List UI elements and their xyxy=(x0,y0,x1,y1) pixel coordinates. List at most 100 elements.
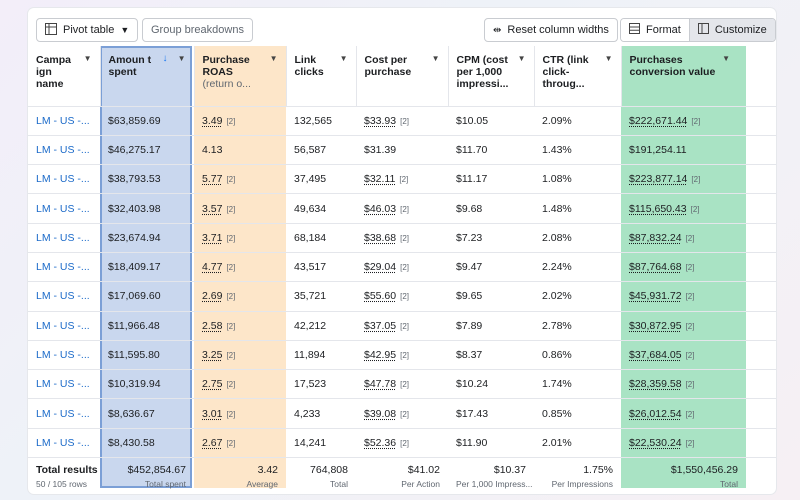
campaign-name-link[interactable]: LM - US -... xyxy=(28,223,100,253)
table-row[interactable]: LM - US -... $46,275.17 4.13 56,587 $31.39 $1… xyxy=(28,135,776,166)
attribution-badge[interactable]: [2] xyxy=(226,263,236,273)
attribution-badge[interactable]: [2] xyxy=(226,204,236,214)
purchase-roas-cell: 2.69 [2] xyxy=(194,281,286,312)
group-breakdowns-button[interactable]: Group breakdowns xyxy=(142,18,253,42)
customize-button[interactable]: Customize xyxy=(688,19,775,41)
attribution-badge[interactable]: [2] xyxy=(691,175,701,185)
campaign-name-link-value: LM - US -... xyxy=(36,114,90,127)
column-menu-caret-icon[interactable]: ▼ xyxy=(339,54,348,63)
column-header-cpm[interactable]: CPM (cost per 1,000 impressi... ▼ xyxy=(448,46,535,107)
column-header-ctr[interactable]: CTR (link click-throug... ▼ xyxy=(534,46,622,107)
ctr-cell-value: 1.74% xyxy=(542,378,572,391)
reset-column-widths-label: Reset column widths xyxy=(507,24,609,36)
attribution-badge[interactable]: [2] xyxy=(400,438,410,448)
table-body: LM - US -... $63,859.69 3.49 [2] 132,565 $33.… xyxy=(28,106,776,459)
campaign-name-link[interactable]: LM - US -... xyxy=(28,340,100,371)
table-row[interactable]: LM - US -... $32,403.98 3.57 [2] 49,634 $46.0… xyxy=(28,193,776,224)
column-menu-caret-icon[interactable]: ▼ xyxy=(722,54,730,63)
column-menu-caret-icon[interactable]: ▼ xyxy=(83,54,92,63)
attribution-badge[interactable]: [2] xyxy=(400,204,410,214)
attribution-badge[interactable]: [2] xyxy=(400,351,410,361)
campaign-name-link-value: LM - US -... xyxy=(36,143,90,156)
attribution-badge[interactable]: [2] xyxy=(399,175,409,185)
campaign-name-link[interactable]: LM - US -... xyxy=(28,252,100,283)
table-row[interactable]: LM - US -... $10,319.94 2.75 [2] 17,523 $47.7… xyxy=(28,369,776,400)
table-row[interactable]: LM - US -... $17,069.60 2.69 [2] 35,721 $55.6… xyxy=(28,281,776,312)
pivot-table-dropdown[interactable]: Pivot table ▼ xyxy=(36,18,139,42)
attribution-badge[interactable]: [2] xyxy=(226,116,236,126)
attribution-badge[interactable]: [2] xyxy=(400,321,410,331)
cost-per-purchase-cell: $29.04 [2] xyxy=(356,252,448,283)
attribution-badge[interactable]: [2] xyxy=(685,438,695,448)
column-header-amount-spent[interactable]: Amoun t spent ↓ ▼ xyxy=(100,46,195,107)
campaign-name-link[interactable]: LM - US -... xyxy=(28,428,100,459)
table-row[interactable]: LM - US -... $8,636.67 3.01 [2] 4,233 $39.08[… xyxy=(28,398,776,429)
campaign-name-link[interactable]: LM - US -... xyxy=(28,106,100,136)
table-row[interactable]: LM - US -... $63,859.69 3.49 [2] 132,565 $33.… xyxy=(28,106,776,136)
ctr-cell-value: 1.08% xyxy=(542,173,572,186)
attribution-badge[interactable]: [2] xyxy=(400,233,410,243)
table-row[interactable]: LM - US -... $23,674.94 3.71 [2] 68,184 $38.6… xyxy=(28,223,776,253)
cost-per-purchase-cell-value: $46.03 xyxy=(364,202,397,215)
attribution-badge[interactable]: [2] xyxy=(685,292,695,302)
column-header-conversion-value[interactable]: Purchases conversion value ▼ xyxy=(621,46,776,107)
campaign-name-link[interactable]: LM - US -... xyxy=(28,398,100,429)
table-row[interactable]: LM - US -... $11,966.48 2.58 [2] 42,212 $37.0… xyxy=(28,311,776,341)
campaign-name-link[interactable]: LM - US -... xyxy=(28,281,100,312)
attribution-badge[interactable]: [2] xyxy=(400,380,410,390)
column-header-cost-per-purchase[interactable]: Cost per purchase ▼ xyxy=(356,46,449,107)
attribution-badge[interactable]: [2] xyxy=(685,409,695,419)
attribution-badge[interactable]: [2] xyxy=(400,409,410,419)
column-menu-caret-icon[interactable]: ▼ xyxy=(177,54,186,63)
total-purchase-roas: 3.42 Average xyxy=(246,464,278,490)
cost-per-purchase-cell: $47.78 [2] xyxy=(356,369,448,400)
attribution-badge[interactable]: [2] xyxy=(685,321,695,331)
attribution-badge[interactable]: [2] xyxy=(685,233,695,243)
campaign-name-link[interactable]: LM - US -... xyxy=(28,193,100,224)
column-menu-caret-icon[interactable]: ▼ xyxy=(517,54,526,63)
attribution-badge[interactable]: [2] xyxy=(400,116,410,126)
attribution-badge[interactable]: [2] xyxy=(685,263,695,273)
table-header-row: Campa ign name ▼ Amoun t spent ↓ ▼ Purchase… xyxy=(28,46,776,107)
table-row[interactable]: LM - US -... $38,793.53 5.77 [2] 37,495 $32.1… xyxy=(28,164,776,195)
attribution-badge[interactable]: [2] xyxy=(226,351,236,361)
attribution-badge[interactable]: [2] xyxy=(690,204,700,214)
total-amount-spent: $452,854.67 Total spent xyxy=(127,464,186,490)
attribution-badge[interactable]: [2] xyxy=(226,438,236,448)
attribution-badge[interactable]: [2] xyxy=(400,292,410,302)
attribution-badge[interactable]: [2] xyxy=(226,409,236,419)
format-icon xyxy=(629,23,640,37)
column-menu-caret-icon[interactable]: ▼ xyxy=(431,54,440,63)
attribution-badge[interactable]: [2] xyxy=(691,116,701,126)
attribution-badge[interactable]: [2] xyxy=(685,351,695,361)
amount-spent-cell: $8,636.67 xyxy=(100,398,194,429)
table-row[interactable]: LM - US -... $11,595.80 3.25 [2] 11,894 $42.9… xyxy=(28,340,776,371)
cost-per-purchase-cell: $55.60 [2] xyxy=(356,281,448,312)
format-button[interactable]: Format xyxy=(621,19,689,41)
attribution-badge[interactable]: [2] xyxy=(400,263,410,273)
campaign-name-link[interactable]: LM - US -... xyxy=(28,311,100,341)
campaign-name-link[interactable]: LM - US -... xyxy=(28,135,100,166)
column-menu-caret-icon[interactable]: ▼ xyxy=(604,54,613,63)
column-header-purchase-roas[interactable]: Purchase ROAS (return o... ▼ xyxy=(194,46,287,107)
attribution-badge[interactable]: [2] xyxy=(226,292,236,302)
sort-descending-icon[interactable]: ↓ xyxy=(162,53,168,64)
cost-per-purchase-cell: $32.11 [2] xyxy=(356,164,448,195)
cpm-cell-value: $8.37 xyxy=(456,349,483,362)
column-menu-caret-icon[interactable]: ▼ xyxy=(269,54,278,63)
attribution-badge[interactable]: [2] xyxy=(226,321,236,331)
campaign-name-link[interactable]: LM - US -... xyxy=(28,369,100,400)
attribution-badge[interactable]: [2] xyxy=(226,380,236,390)
table-row[interactable]: LM - US -... $8,430.58 2.67 [2] 14,241 $52.36… xyxy=(28,428,776,459)
attribution-badge[interactable]: [2] xyxy=(685,380,695,390)
column-header-campaign-name[interactable]: Campa ign name ▼ xyxy=(28,46,101,107)
total-link-clicks: 764,808 Total xyxy=(310,464,348,490)
amount-spent-cell-value: $8,636.67 xyxy=(108,407,155,420)
table-row[interactable]: LM - US -... $18,409.17 4.77 [2] 43,517 $29.0… xyxy=(28,252,776,283)
attribution-badge[interactable]: [2] xyxy=(226,233,236,243)
reset-column-widths-button[interactable]: ⇹ Reset column widths xyxy=(484,18,618,42)
link-clicks-cell: 17,523 xyxy=(286,369,356,400)
campaign-name-link[interactable]: LM - US -... xyxy=(28,164,100,195)
attribution-badge[interactable]: [2] xyxy=(226,175,236,185)
column-header-link-clicks[interactable]: Link clicks ▼ xyxy=(286,46,357,107)
